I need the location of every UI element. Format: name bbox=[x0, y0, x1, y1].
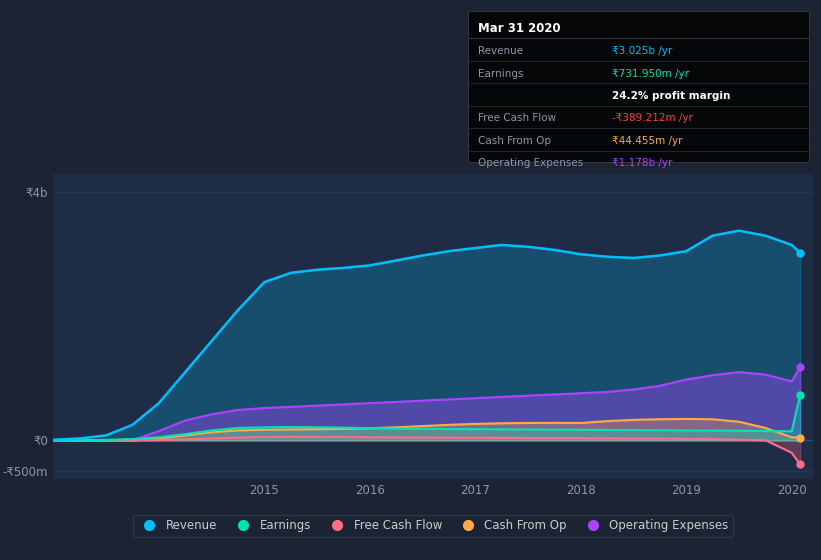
Text: Mar 31 2020: Mar 31 2020 bbox=[478, 22, 561, 35]
Text: Revenue: Revenue bbox=[478, 46, 523, 56]
Text: ₹1.178b /yr: ₹1.178b /yr bbox=[612, 158, 672, 168]
Text: Cash From Op: Cash From Op bbox=[478, 136, 551, 146]
Text: ₹3.025b /yr: ₹3.025b /yr bbox=[612, 46, 672, 56]
Legend: Revenue, Earnings, Free Cash Flow, Cash From Op, Operating Expenses: Revenue, Earnings, Free Cash Flow, Cash … bbox=[133, 515, 733, 537]
Text: ₹44.455m /yr: ₹44.455m /yr bbox=[612, 136, 682, 146]
Text: Earnings: Earnings bbox=[478, 69, 523, 78]
Text: 24.2% profit margin: 24.2% profit margin bbox=[612, 91, 730, 101]
Text: ₹731.950m /yr: ₹731.950m /yr bbox=[612, 69, 689, 78]
Text: Free Cash Flow: Free Cash Flow bbox=[478, 114, 556, 123]
Text: Operating Expenses: Operating Expenses bbox=[478, 158, 583, 168]
Text: -₹389.212m /yr: -₹389.212m /yr bbox=[612, 114, 693, 123]
